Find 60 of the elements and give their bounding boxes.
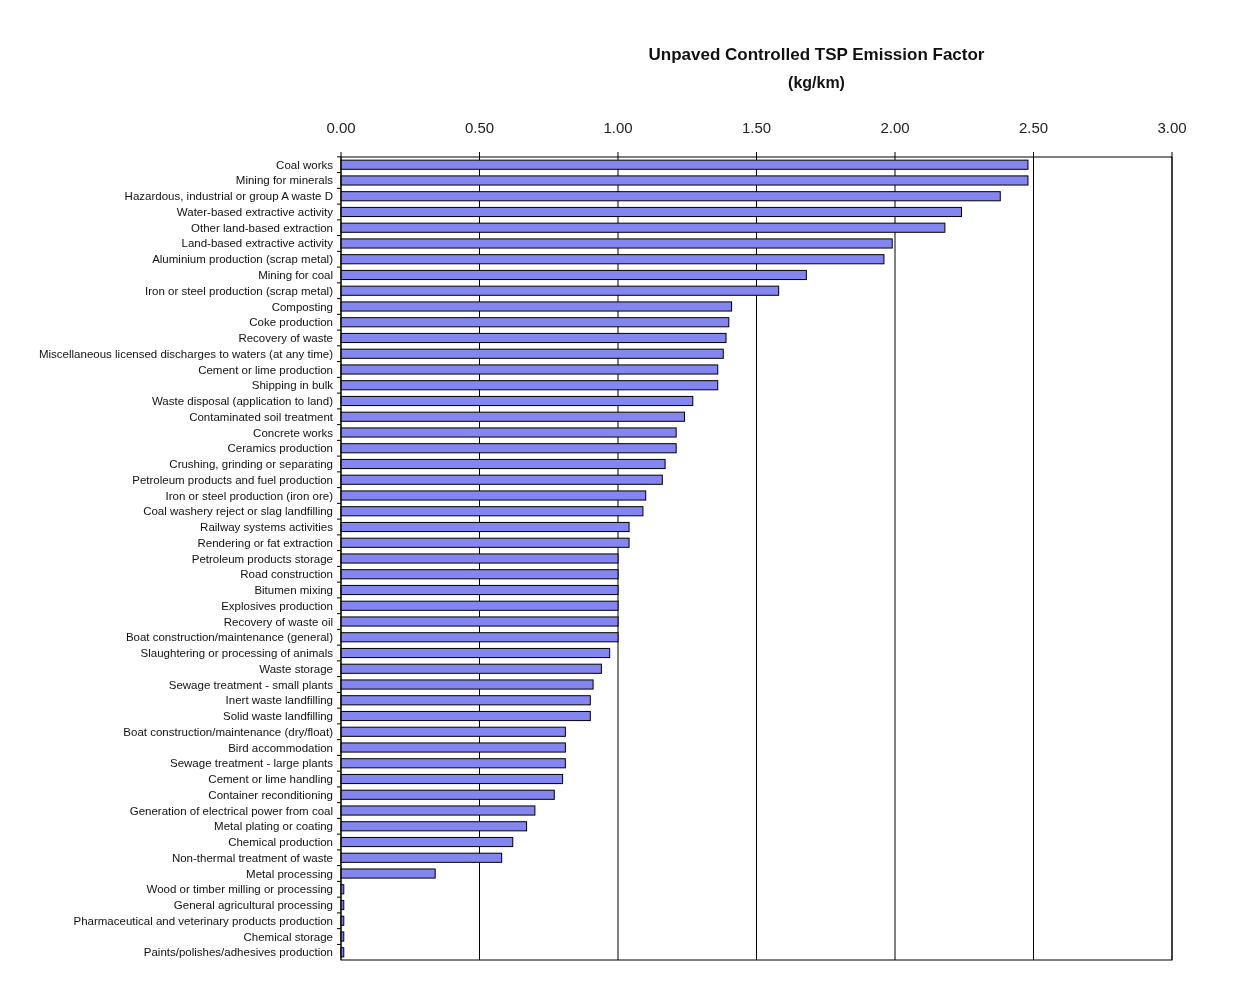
y-tick-label: Recovery of waste oil xyxy=(223,615,333,628)
chart-title: Unpaved Controlled TSP Emission Factor xyxy=(648,45,985,64)
y-tick-label: Metal plating or coating xyxy=(214,820,333,833)
y-tick-label: Chemical production xyxy=(228,836,333,849)
y-tick-label: Boat construction/maintenance (dry/float) xyxy=(123,725,334,738)
y-tick-label: Non-thermal treatment of waste xyxy=(171,851,333,864)
y-tick-label: Wood or timber milling or processing xyxy=(146,883,333,896)
y-tick-label: Slaughtering or processing of animals xyxy=(140,647,334,660)
y-tick-label: Explosives production xyxy=(221,599,333,612)
y-tick-label: Bitumen mixing xyxy=(254,584,333,597)
y-tick-label: General agricultural processing xyxy=(173,899,333,912)
y-tick-label: Ceramics production xyxy=(227,442,333,455)
y-tick-label: Solid waste landfilling xyxy=(223,710,333,723)
y-tick-label: Contaminated soil treatment xyxy=(189,410,334,423)
y-tick-label: Water-based extractive activity xyxy=(176,206,334,218)
y-tick-label: Mining for coal xyxy=(258,269,333,281)
x-tick-label: 0.00 xyxy=(326,119,356,136)
y-tick-label: Shipping in bulk xyxy=(251,379,334,392)
y-tick-label: Miscellaneous licensed discharges to waters (at any time) xyxy=(38,347,334,360)
y-tick-label: Waste disposal (application to land) xyxy=(151,395,334,408)
y-tick-label: Bird accommodation xyxy=(228,741,333,754)
y-tick-label: Recovery of waste xyxy=(238,332,333,345)
x-tick-label: 2.00 xyxy=(880,119,910,136)
x-tick-label: 3.00 xyxy=(1157,119,1187,136)
y-tick-label: Land-based extractive activity xyxy=(181,237,334,250)
y-tick-label: Container reconditioning xyxy=(208,788,333,801)
y-tick-label: Petroleum products storage xyxy=(191,552,333,565)
y-tick-label: Generation of electrical power from coal xyxy=(129,804,333,817)
y-tick-label: Petroleum products and fuel production xyxy=(132,473,333,486)
y-tick-label: Railway systems activities xyxy=(200,521,334,534)
y-tick-label: Chemical storage xyxy=(243,930,333,943)
y-tick-label: Rendering or fat extraction xyxy=(197,536,333,549)
y-tick-label: Crushing, grinding or separating xyxy=(169,458,333,471)
y-tick-label: Cement or lime handling xyxy=(208,773,333,786)
y-tick-label: Mining for minerals xyxy=(235,174,334,187)
y-tick-label: Coal works xyxy=(276,158,334,171)
y-tick-label: Coal washery reject or slag landfilling xyxy=(143,505,333,518)
y-tick-label: Pharmaceutical and veterinary products production xyxy=(73,914,333,927)
y-tick-label: Cement or lime production xyxy=(198,363,333,376)
y-tick-label: Metal processing xyxy=(246,867,333,880)
y-tick-label: Waste storage xyxy=(259,662,333,675)
x-tick-label: 1.50 xyxy=(741,119,772,136)
y-tick-label: Other land-based extraction xyxy=(191,221,333,234)
y-tick-label: Concrete works xyxy=(253,426,334,439)
chart-subtitle: (kg/km) xyxy=(788,74,845,91)
y-tick-label: Iron or steel production (iron ore) xyxy=(165,489,334,502)
y-tick-label: Inert waste landfilling xyxy=(225,694,333,707)
y-tick-label: Sewage treatment - small plants xyxy=(168,678,334,691)
y-tick-label: Road construction xyxy=(240,568,333,581)
y-tick-label: Paints/polishes/adhesives production xyxy=(143,946,333,959)
y-tick-label: Aluminium production (scrap metal) xyxy=(152,253,334,266)
y-tick-label: Composting xyxy=(271,300,333,313)
x-tick-label: 0.50 xyxy=(464,119,495,136)
x-tick-label: 1.00 xyxy=(603,119,633,136)
y-tick-label: Sewage treatment - large plants xyxy=(169,757,334,770)
y-tick-label: Coke production xyxy=(249,316,333,329)
y-tick-label: Boat construction/maintenance (general) xyxy=(125,631,334,644)
x-tick-label: 2.50 xyxy=(1018,119,1049,136)
y-tick-label: Hazardous, industrial or group A waste D xyxy=(124,190,333,203)
y-tick-label: Iron or steel production (scrap metal) xyxy=(145,284,334,297)
